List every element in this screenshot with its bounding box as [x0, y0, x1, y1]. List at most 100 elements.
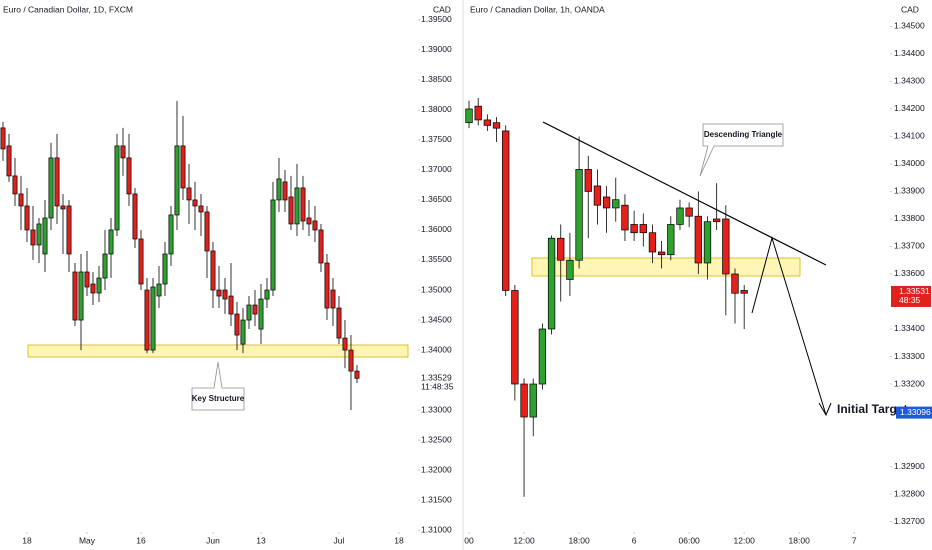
candle-body: [612, 199, 620, 209]
candle-body: [198, 205, 204, 213]
candle-body: [114, 145, 120, 231]
last-price: 1.33529: [421, 373, 452, 383]
candle-body: [667, 224, 675, 256]
candle-body: [6, 145, 12, 177]
candle-body: [593, 185, 602, 206]
x-tick-label: May: [79, 535, 96, 545]
candle-body: [630, 224, 638, 234]
candle-body: [42, 217, 48, 255]
candle-body: [324, 262, 330, 309]
y-tick-label: 1.35500: [421, 254, 452, 264]
y-tick-label: 1.33900: [894, 186, 925, 196]
candle-body: [575, 169, 583, 261]
candle-body: [276, 178, 282, 201]
candle-body: [547, 237, 556, 330]
candle-body: [602, 196, 611, 209]
x-tick-label: Jun: [206, 535, 220, 545]
y-tick-label: 1.38500: [421, 74, 452, 84]
candle-body: [84, 271, 90, 288]
candle-body: [258, 298, 264, 330]
annotation: Descending Triangle: [704, 130, 783, 139]
candle-body: [174, 145, 180, 216]
y-tick-label: 1.33800: [894, 213, 925, 223]
candle-body: [694, 215, 702, 264]
y-tick-label: 1.31500: [421, 494, 452, 504]
candle-body: [156, 283, 162, 297]
candle-body: [529, 383, 537, 418]
y-tick-label: 1.36500: [421, 194, 452, 204]
y-tick-label: 1.33700: [894, 241, 925, 251]
candle-body: [228, 295, 234, 315]
x-tick-label: 13: [256, 535, 266, 545]
y-tick-label: 1.34200: [894, 103, 925, 113]
x-tick-label: 6: [632, 535, 637, 545]
y-tick-label: 1.33200: [894, 378, 925, 388]
y-tick-label: 1.31000: [421, 524, 452, 534]
candle-body: [502, 130, 510, 291]
candle-body: [312, 220, 318, 231]
x-tick-label: 18: [22, 535, 32, 545]
candle-body: [294, 187, 300, 225]
candle-body: [348, 349, 354, 372]
y-tick-label: 1.34500: [421, 314, 452, 324]
candle-body: [703, 221, 712, 264]
candle-body: [168, 214, 174, 255]
x-tick-label: 18:00: [789, 535, 811, 545]
candle-body: [492, 122, 501, 129]
countdown: 11:48:35: [421, 382, 454, 392]
candle-body: [180, 145, 186, 189]
candle-body: [657, 251, 666, 256]
candle-body: [234, 313, 240, 336]
annotation: Key Structure: [192, 394, 245, 403]
candle-body: [318, 229, 324, 264]
x-tick-label: 12:00: [513, 535, 535, 545]
candle-body: [240, 319, 246, 345]
candle-body: [306, 217, 312, 225]
candle-body: [270, 199, 276, 291]
key-zone: [27, 344, 409, 358]
candle-body: [36, 223, 42, 246]
y-tick-label: 1.33000: [421, 404, 452, 414]
candle-body: [246, 304, 252, 321]
candle-body: [216, 289, 222, 297]
x-tick-label: 18: [394, 535, 404, 545]
candle-body: [138, 238, 144, 285]
candle-body: [126, 157, 132, 195]
axis-currency: CAD: [901, 4, 919, 14]
y-tick-label: 1.32800: [894, 488, 925, 498]
candle-body: [162, 253, 168, 285]
candle-body: [18, 193, 24, 207]
candle-body: [222, 289, 228, 300]
y-tick-label: 1.32900: [894, 461, 925, 471]
candle-body: [465, 108, 473, 124]
candle-body: [54, 157, 60, 207]
y-tick-label: 1.33600: [894, 268, 925, 278]
y-tick-label: 1.37000: [421, 164, 452, 174]
chart-title: Euro / Canadian Dollar, 1D, FXCM: [3, 4, 133, 14]
y-tick-label: 1.34000: [894, 158, 925, 168]
y-tick-label: 1.34400: [894, 48, 925, 58]
annotation: Initial Target: [837, 402, 907, 416]
y-tick-label: 1.39000: [421, 44, 452, 54]
candle-body: [60, 205, 66, 210]
y-tick-label: 1.36000: [421, 224, 452, 234]
candle-body: [538, 328, 547, 385]
projection-arrow: [751, 236, 827, 416]
y-tick-label: 1.34500: [894, 21, 925, 31]
candle-body: [722, 218, 730, 275]
candle-body: [150, 286, 156, 351]
candle-body: [288, 196, 294, 225]
y-tick-label: 1.32700: [894, 516, 925, 526]
candle-body: [282, 181, 288, 201]
candle-body: [648, 232, 657, 253]
candle-body: [330, 289, 336, 309]
candle-body: [144, 289, 150, 351]
x-tick-label: 7: [852, 535, 857, 545]
candle-body: [300, 187, 306, 222]
candle-body: [713, 218, 721, 223]
candle-body: [354, 370, 360, 379]
x-tick-label: 18:00: [568, 535, 590, 545]
y-tick-label: 1.35000: [421, 284, 452, 294]
candle-body: [12, 175, 18, 195]
candle-body: [483, 119, 492, 126]
